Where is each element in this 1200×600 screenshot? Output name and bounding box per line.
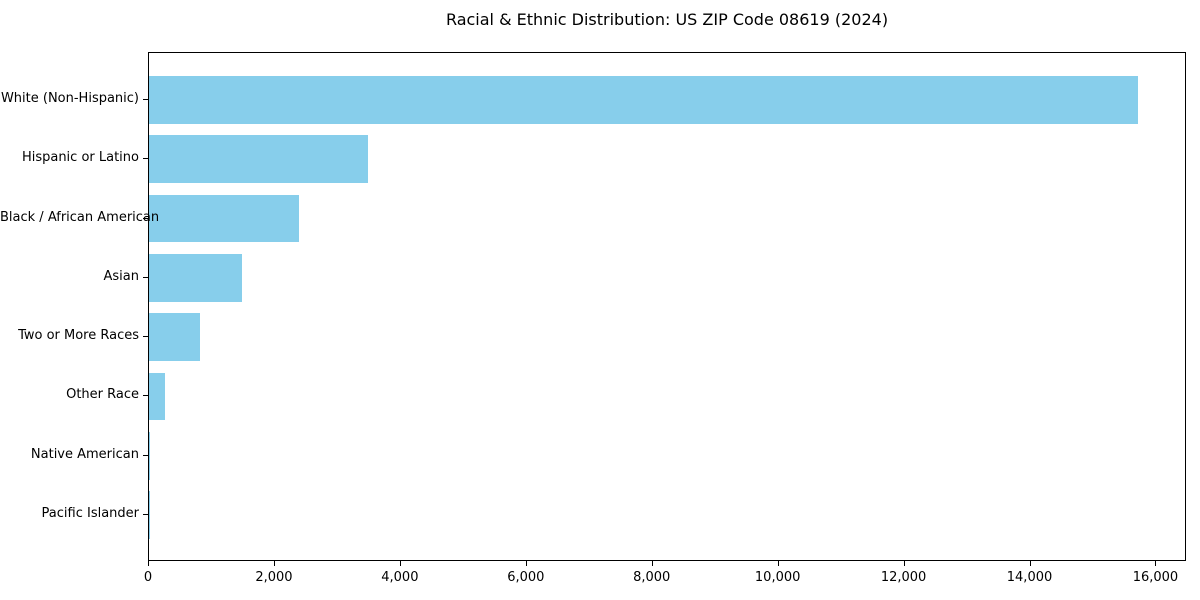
bar	[149, 372, 166, 421]
x-tick-mark	[148, 561, 149, 566]
x-tick-mark	[651, 561, 653, 566]
x-tick-label: 14,000	[1006, 570, 1053, 585]
x-tick-mark	[1029, 561, 1031, 566]
bar	[149, 135, 369, 183]
y-tick-mark	[143, 217, 148, 219]
bar	[149, 76, 1138, 124]
bar	[149, 254, 242, 302]
x-tick-mark	[777, 561, 779, 566]
x-tick-label: 4,000	[381, 570, 419, 585]
y-tick-mark	[143, 336, 148, 338]
x-tick-label: 12,000	[880, 570, 927, 585]
y-tick-label: Hispanic or Latino	[21, 150, 139, 166]
bar	[149, 194, 299, 243]
bar	[149, 432, 150, 480]
y-tick-label: Black / African American	[0, 209, 160, 225]
y-tick-label: White (Non-Hispanic)	[0, 90, 139, 106]
y-tick-label: Other Race	[66, 387, 139, 403]
y-tick-label: Two or More Races	[18, 328, 139, 344]
x-tick-label: 6,000	[507, 570, 545, 585]
x-tick-label: 10,000	[754, 570, 801, 585]
y-tick-mark	[143, 395, 148, 397]
plot-area	[148, 52, 1186, 561]
y-tick-mark	[143, 158, 148, 160]
y-tick-mark	[143, 276, 148, 278]
y-tick-label: Pacific Islander	[41, 506, 139, 522]
x-tick-mark	[1155, 561, 1157, 566]
y-tick-mark	[143, 454, 148, 456]
y-tick-label: Native American	[30, 446, 139, 462]
x-tick-mark	[525, 561, 527, 566]
x-tick-mark	[903, 561, 905, 566]
x-tick-label: 16,000	[1132, 570, 1179, 585]
y-tick-mark	[143, 514, 148, 516]
bar	[149, 313, 200, 361]
x-tick-mark	[273, 561, 275, 566]
x-tick-label: 0	[143, 570, 153, 585]
y-tick-label: Asian	[103, 268, 139, 284]
y-tick-mark	[143, 98, 148, 100]
x-tick-mark	[399, 561, 401, 566]
chart-title: Racial & Ethnic Distribution: US ZIP Cod…	[445, 10, 889, 29]
x-tick-label: 8,000	[633, 570, 671, 585]
x-tick-label: 2,000	[255, 570, 293, 585]
